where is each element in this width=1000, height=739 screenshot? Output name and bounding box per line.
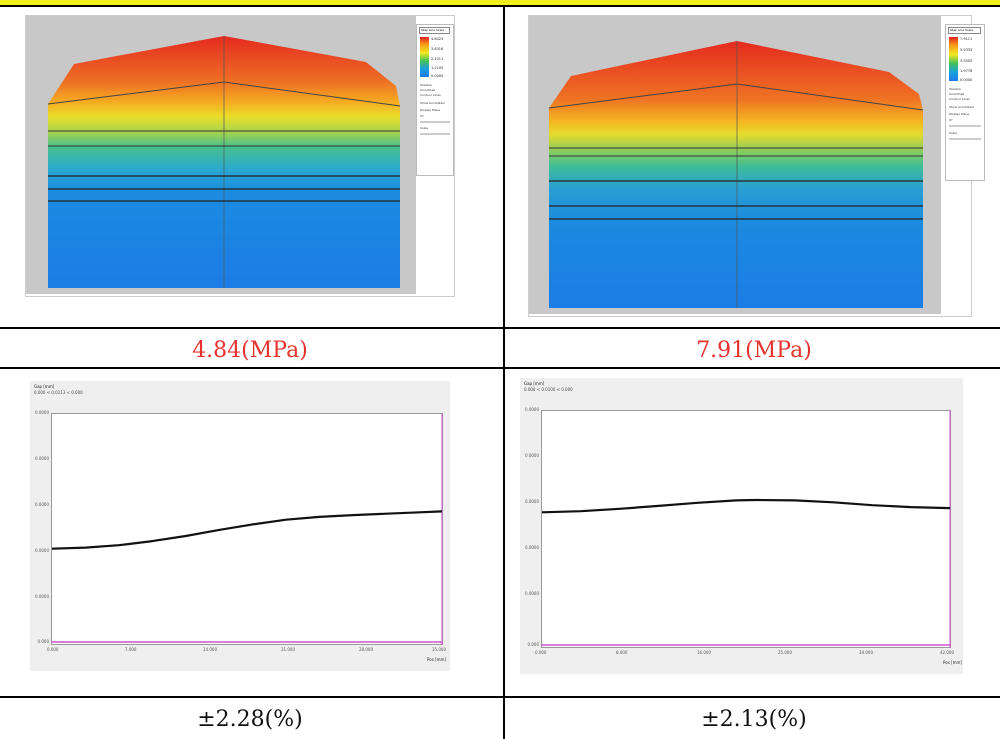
color-legend: Step Line Scale 4.8423 3.6316 2.4211 1.2… xyxy=(416,24,454,176)
legend-value: 2.4211 xyxy=(431,57,444,61)
y-tick-label: 0.0000 xyxy=(525,499,539,504)
tolerance-caption: ±2.13(%) xyxy=(701,707,807,732)
y-tick-label: 0.0000 xyxy=(525,591,539,596)
x-tick-label: 0.000 xyxy=(535,650,547,655)
scale-slider[interactable] xyxy=(949,138,981,140)
legend-color-bar xyxy=(949,37,958,81)
legend-value: 3.6316 xyxy=(431,47,444,51)
y-tick-label: 0.000 xyxy=(37,639,49,644)
display-plane-label: Display Plane xyxy=(420,108,441,112)
legend-color-bar xyxy=(420,37,429,77)
gap-chart: Gap [mm] 0.000 < 0.0100 < 0.000 0.0000 0… xyxy=(520,378,963,674)
display-plane-slider[interactable] xyxy=(420,121,450,123)
display-plane-value: XY xyxy=(949,118,953,122)
table-border xyxy=(503,5,505,739)
y-tick-label: 0.0000 xyxy=(35,502,49,507)
option-smoothed[interactable]: Smoothed xyxy=(949,92,965,96)
legend-value: 0.0000 xyxy=(960,78,973,82)
option-smoothed[interactable]: Smoothed xyxy=(420,88,436,92)
pressure-contour-plot xyxy=(26,16,416,294)
pressure-simulation-panel: Pressure [MPa] Step Line Scale xyxy=(25,15,455,297)
display-plane-label: Display Plane xyxy=(949,112,970,116)
x-axis-label: Pos [mm] xyxy=(427,657,446,662)
x-tick-label: 35.000 xyxy=(432,647,446,652)
x-tick-label: 28.000 xyxy=(359,647,373,652)
table-border xyxy=(0,5,1000,7)
option-contour-lines[interactable]: Contour Lines xyxy=(949,97,970,101)
legend-value: 1.9778 xyxy=(960,69,973,73)
y-tick-label: 0.0000 xyxy=(35,410,49,415)
chart-subtitle: 0.000 < 0.0100 < 0.000 xyxy=(524,387,573,392)
show-annotation-checkbox[interactable]: Show annotation xyxy=(420,101,446,105)
display-plane-slider[interactable] xyxy=(949,125,981,127)
gap-chart: Gap [mm] 0.000 < 0.0113 < 0.000 0.0000 0… xyxy=(30,381,450,671)
scale-label: Scale xyxy=(949,131,958,135)
option-shadow[interactable]: Shadow xyxy=(420,83,432,87)
display-plane-value: XY xyxy=(420,114,424,118)
gap-series-line xyxy=(541,498,951,514)
scale-dropdown[interactable]: Step Line Scale xyxy=(948,27,981,34)
legend-value: 1.2105 xyxy=(431,66,444,70)
scale-slider[interactable] xyxy=(420,133,450,135)
color-legend: Step Line Scale 7.9111 5.9333 3.9555 1.9… xyxy=(945,24,985,181)
plot-area xyxy=(541,410,951,648)
chart-title: Gap [mm] xyxy=(34,384,55,389)
top-highlight-bar xyxy=(0,0,1000,5)
x-tick-label: 16.000 xyxy=(697,650,711,655)
y-tick-label: 0.0000 xyxy=(525,545,539,550)
option-shadow[interactable]: Shadow xyxy=(949,87,961,91)
x-tick-label: 25.000 xyxy=(778,650,792,655)
table-border xyxy=(0,696,1000,698)
scale-dropdown[interactable]: Step Line Scale xyxy=(419,27,450,34)
x-tick-label: 8.000 xyxy=(616,650,628,655)
tolerance-caption: ±2.28(%) xyxy=(197,707,303,732)
x-tick-label: 42.000 xyxy=(940,650,954,655)
gap-series-line xyxy=(51,510,443,550)
x-axis-label: Pos [mm] xyxy=(943,660,962,665)
table-border xyxy=(0,327,1000,329)
pressure-simulation-panel: Pressure [MPa] Step Line Scale xyxy=(528,15,985,317)
legend-value: 0.0000 xyxy=(431,74,444,78)
legend-value: 5.9333 xyxy=(960,48,973,52)
y-tick-label: 0.0000 xyxy=(525,453,539,458)
max-pressure-caption: 4.84(MPa) xyxy=(192,338,308,363)
table-border xyxy=(0,367,1000,369)
chart-subtitle: 0.000 < 0.0113 < 0.000 xyxy=(34,390,83,395)
pressure-contour-plot xyxy=(529,16,941,314)
x-tick-label: 7.000 xyxy=(125,647,137,652)
comparison-table xyxy=(0,5,1000,739)
x-tick-label: 21.000 xyxy=(281,647,295,652)
y-tick-label: 0.0000 xyxy=(35,456,49,461)
max-pressure-caption: 7.91(MPa) xyxy=(696,338,812,363)
chart-title: Gap [mm] xyxy=(524,381,545,386)
y-tick-label: 0.0000 xyxy=(35,594,49,599)
y-tick-label: 0.0000 xyxy=(525,407,539,412)
legend-value: 4.8423 xyxy=(431,37,444,41)
y-tick-label: 0.0000 xyxy=(35,548,49,553)
legend-value: 7.9111 xyxy=(960,37,973,41)
legend-value: 3.9555 xyxy=(960,59,973,63)
x-tick-label: 14.000 xyxy=(203,647,217,652)
plot-area xyxy=(51,413,443,645)
scale-label: Scale xyxy=(420,126,429,130)
option-contour-lines[interactable]: Contour Lines xyxy=(420,93,441,97)
show-annotation-checkbox[interactable]: Show annotation xyxy=(949,105,975,109)
y-tick-label: 0.000 xyxy=(527,642,539,647)
x-tick-label: 34.000 xyxy=(859,650,873,655)
plot-frame xyxy=(541,410,951,648)
plot-frame xyxy=(51,413,443,645)
x-tick-label: 0.000 xyxy=(47,647,59,652)
